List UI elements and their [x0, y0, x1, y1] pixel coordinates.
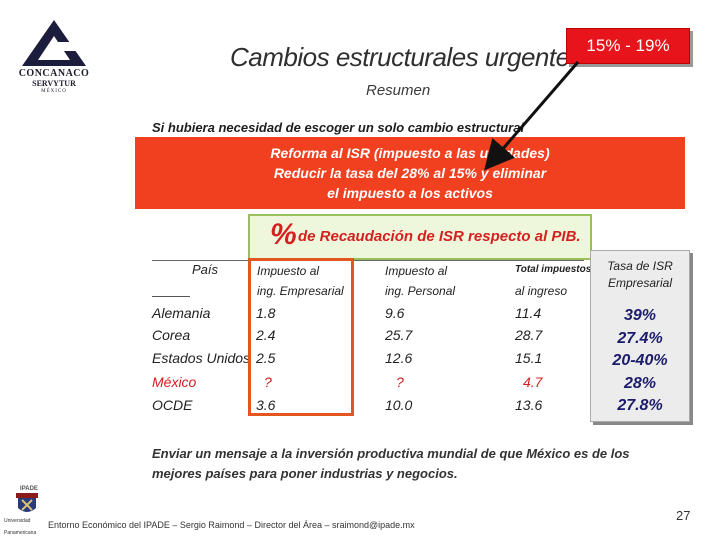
- isr-box-title1: Tasa de ISR: [607, 259, 673, 273]
- closing-message: Enviar un mensaje a la inversión product…: [152, 446, 630, 481]
- row-pais: Corea: [152, 327, 191, 343]
- row-emp: 2.4: [256, 327, 276, 343]
- row-per: 12.6: [385, 350, 413, 366]
- row-per: 25.7: [385, 327, 413, 343]
- row-pais: Alemania: [152, 305, 211, 321]
- slide-title: Cambios estructurales urgentes: [230, 42, 583, 72]
- row-tot: 4.7: [523, 374, 543, 390]
- col-header-pais: País: [192, 262, 219, 277]
- row-emp: 1.8: [256, 305, 276, 321]
- ipade-label: IPADE: [20, 486, 38, 492]
- logo-brand-line1: CONCANACO: [18, 68, 90, 79]
- pct-header-box: % de Recaudación de ISR respecto al PIB.: [248, 214, 592, 260]
- shield-icon: [16, 493, 38, 512]
- isr-rate-value: 27.8%: [617, 397, 663, 414]
- row-tot: 15.1: [515, 350, 543, 366]
- row-emp: ?: [264, 374, 272, 390]
- ipade-logo: [12, 486, 42, 516]
- slide-subtitle: Resumen: [366, 82, 431, 99]
- banner-line1: Reforma al ISR (impuesto a las utilidade…: [270, 145, 550, 161]
- page-number: 27: [676, 508, 691, 523]
- isr-box-title2: Empresarial: [607, 276, 673, 290]
- row-per: 10.0: [385, 397, 413, 413]
- table-top-rule: [152, 260, 584, 261]
- footer-credit: Entorno Económico del IPADE – Sergio Rai…: [48, 520, 415, 530]
- banner-line3: el impuesto a los activos: [327, 185, 493, 201]
- row-pais: Estados Unidos: [152, 350, 251, 366]
- isr-rate-value: 28%: [623, 375, 657, 392]
- col-header-tot-1: Total impuestos: [515, 264, 592, 275]
- logo-brand-line2: SERVYTUR: [32, 79, 76, 88]
- triangle-logo-icon: [22, 20, 86, 66]
- isr-rate-value: 20-40%: [612, 352, 668, 369]
- col-header-emp-2: ing. Empresarial: [257, 284, 344, 298]
- row-tot: 13.6: [515, 397, 543, 413]
- logo-brand-line3: MÉXICO: [41, 89, 67, 94]
- isr-rate-box: Tasa de ISR Empresarial 39% 27.4% 20-40%…: [590, 250, 690, 422]
- ipade-caption-2: Panamericana: [4, 530, 37, 536]
- pct-header-text: de Recaudación de ISR respecto al PIB.: [298, 228, 581, 245]
- col-header-emp-1: Impuesto al: [257, 264, 320, 278]
- row-pais: OCDE: [152, 397, 193, 413]
- isr-rate-value: 39%: [623, 307, 657, 324]
- col-header-per-1: Impuesto al: [385, 264, 448, 278]
- col-header-per-2: ing. Personal: [385, 284, 456, 298]
- question-text: Si hubiera necesidad de escoger un solo …: [152, 120, 525, 135]
- callout-badge: 15% - 19%: [566, 28, 690, 64]
- row-tot: 28.7: [515, 327, 543, 343]
- isr-rate-value: 27.4%: [617, 330, 663, 347]
- ipade-caption-1: Universidad: [4, 518, 31, 524]
- row-per: 9.6: [385, 305, 405, 321]
- row-emp: 3.6: [256, 397, 276, 413]
- row-emp: 2.5: [256, 350, 276, 366]
- concanaco-logo: CONCANACO SERVYTUR MÉXICO: [14, 18, 94, 108]
- header-underline: [152, 296, 190, 297]
- col-header-tot-2: al ingreso: [515, 284, 568, 298]
- reform-banner: Reforma al ISR (impuesto a las utilidade…: [135, 137, 685, 209]
- row-per: ?: [396, 374, 404, 390]
- percent-symbol: %: [270, 218, 297, 251]
- row-pais: México: [152, 374, 197, 390]
- highlight-frame: [248, 258, 354, 416]
- banner-line2: Reducir la tasa del 28% al 15% y elimina…: [273, 165, 547, 181]
- row-tot: 11.4: [515, 305, 542, 321]
